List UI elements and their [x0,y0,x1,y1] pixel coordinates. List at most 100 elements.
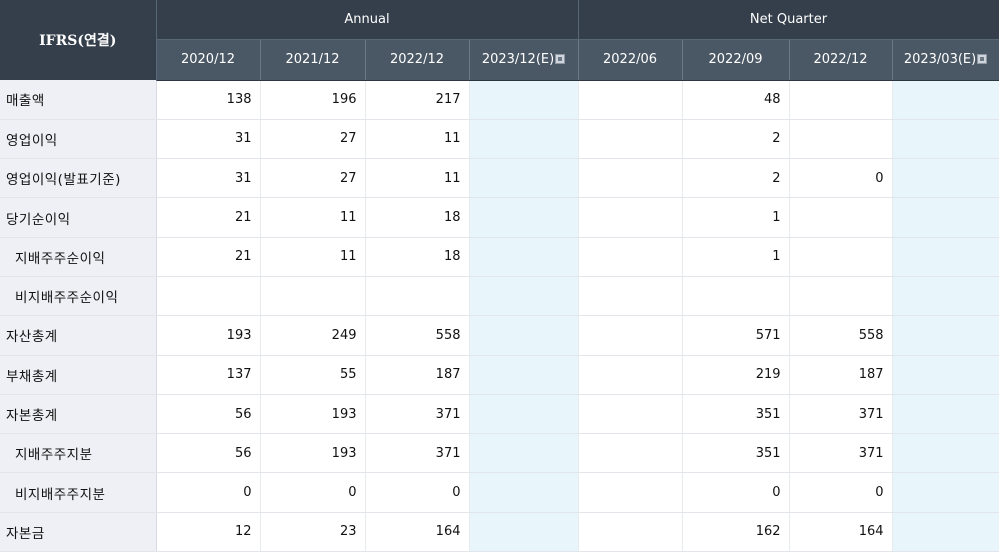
annual-value-cell: 249 [260,315,366,356]
row-label: 부채총계 [0,355,157,395]
row-label: 영업이익 [0,119,157,160]
quarter-value-cell [578,197,683,238]
annual-value-cell: 371 [365,394,470,435]
period-header-quarter-estimate: 2023/03(E) [892,39,999,81]
row-label: 비지배주주지분 [0,472,157,513]
row-label: 자본총계 [0,394,157,435]
table-body: 매출액 138 196 217 48 영업이익 31 27 11 2 영업이익(발표기준) 31 27 1… [0,80,999,552]
annual-value-cell: 193 [260,433,366,474]
period-header-annual-2: 2021/12 [260,39,366,81]
quarter-value-cell [578,276,683,317]
table-row: 자산총계 193 249 558 571 558 [0,315,999,356]
quarter-value-cell [789,119,893,160]
row-label: 영업이익(발표기준) [0,158,157,199]
annual-value-cell: 21 [156,197,261,238]
quarter-value-cell [892,315,999,356]
quarter-value-cell: 351 [682,433,790,474]
annual-value-cell: 31 [156,158,261,199]
table-row: 지배주주지분 56 193 371 351 371 [0,433,999,474]
quarter-value-cell [578,355,683,395]
annual-value-cell: 56 [156,394,261,435]
row-label: 당기순이익 [0,197,157,238]
table-row: 부채총계 137 55 187 219 187 [0,355,999,395]
quarter-value-cell: 371 [789,433,893,474]
annual-value-cell: 21 [156,237,261,277]
annual-value-cell: 23 [260,512,366,552]
annual-value-cell: 18 [365,197,470,238]
quarter-value-cell [578,315,683,356]
quarter-value-cell: 351 [682,394,790,435]
row-label: 지배주주지분 [0,433,157,474]
annual-value-cell [469,80,579,120]
info-square-icon[interactable] [977,54,988,64]
table-row: 영업이익 31 27 11 2 [0,119,999,160]
annual-value-cell [469,119,579,160]
annual-value-cell: 31 [156,119,261,160]
annual-value-cell: 55 [260,355,366,395]
quarter-value-cell: 371 [789,394,893,435]
quarter-value-cell: 48 [682,80,790,120]
quarter-value-cell: 1 [682,197,790,238]
quarter-value-cell: 219 [682,355,790,395]
quarter-value-cell [578,394,683,435]
period-header-quarter-2: 2022/09 [682,39,790,81]
annual-value-cell: 56 [156,433,261,474]
quarter-value-cell [789,237,893,277]
annual-value-cell: 0 [156,472,261,513]
annual-value-cell: 196 [260,80,366,120]
annual-value-cell: 217 [365,80,470,120]
quarter-value-cell: 558 [789,315,893,356]
quarter-value-cell: 2 [682,119,790,160]
annual-value-cell: 27 [260,158,366,199]
annual-value-cell: 0 [260,472,366,513]
annual-group-header: Annual [156,0,579,40]
quarter-value-cell [892,119,999,160]
quarter-value-cell [789,276,893,317]
annual-value-cell [365,276,470,317]
row-label: 자산총계 [0,315,157,356]
row-label: 매출액 [0,80,157,120]
annual-value-cell: 18 [365,237,470,277]
quarter-value-cell [892,394,999,435]
quarter-value-cell [578,119,683,160]
annual-value-cell [469,512,579,552]
quarter-value-cell: 187 [789,355,893,395]
quarter-value-cell [789,80,893,120]
period-header-quarter-3: 2022/12 [789,39,893,81]
annual-value-cell: 27 [260,119,366,160]
annual-value-cell [469,197,579,238]
quarter-value-cell [578,472,683,513]
quarter-value-cell [789,197,893,238]
annual-value-cell: 137 [156,355,261,395]
annual-value-cell [469,472,579,513]
annual-value-cell [469,276,579,317]
quarter-value-cell: 2 [682,158,790,199]
quarter-value-cell [578,80,683,120]
annual-value-cell: 11 [260,197,366,238]
row-label: 자본금 [0,512,157,552]
quarter-value-cell [578,237,683,277]
annual-value-cell: 187 [365,355,470,395]
table-row: 비지배주주순이익 [0,276,999,317]
quarter-value-cell [892,433,999,474]
quarter-value-cell [892,276,999,317]
quarter-value-cell [892,80,999,120]
annual-value-cell [469,355,579,395]
period-header-annual-estimate: 2023/12(E) [469,39,579,81]
quarter-value-cell: 0 [682,472,790,513]
info-square-icon[interactable] [555,54,566,64]
annual-value-cell: 11 [365,119,470,160]
net-quarter-group-header: Net Quarter [578,0,999,40]
annual-value-cell: 193 [260,394,366,435]
row-label: 지배주주순이익 [0,237,157,277]
row-label: 비지배주주순이익 [0,276,157,317]
period-header-annual-1: 2020/12 [156,39,261,81]
table-row: 매출액 138 196 217 48 [0,80,999,120]
table-corner-header: IFRS(연결) [0,0,157,80]
quarter-value-cell [578,512,683,552]
table-row: 자본금 12 23 164 162 164 [0,512,999,552]
annual-value-cell: 193 [156,315,261,356]
annual-value-cell [469,433,579,474]
annual-value-cell: 0 [365,472,470,513]
